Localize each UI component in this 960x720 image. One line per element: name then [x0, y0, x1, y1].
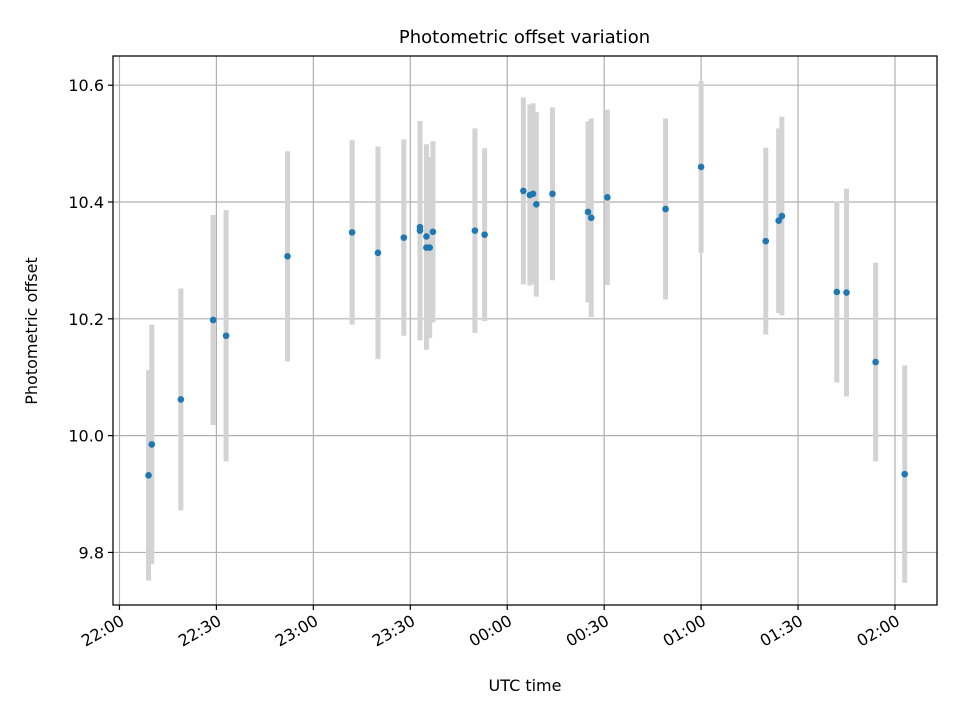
data-point	[843, 289, 850, 296]
chart-title: Photometric offset variation	[399, 27, 650, 48]
data-point	[833, 288, 841, 296]
x-axis-label: UTC time	[489, 676, 562, 695]
data-point	[775, 217, 782, 224]
data-point	[209, 316, 217, 324]
data-point	[697, 163, 705, 171]
y-axis: 9.8 10.0 10.2 10.4 10.6	[68, 76, 113, 562]
data-point	[426, 244, 433, 251]
y-tick-label: 10.6	[68, 76, 104, 95]
y-tick-label: 10.4	[68, 193, 104, 212]
data-points	[145, 163, 908, 479]
data-point	[549, 190, 556, 198]
data-point	[222, 332, 230, 340]
data-point	[662, 205, 669, 213]
data-point	[584, 208, 592, 216]
data-point	[429, 228, 437, 236]
data-point	[400, 234, 408, 241]
data-point	[416, 227, 424, 234]
data-point	[778, 212, 786, 220]
data-point	[587, 214, 595, 222]
data-point	[177, 396, 185, 403]
data-point	[148, 441, 156, 448]
y-tick-label: 10.0	[68, 427, 104, 446]
data-point	[533, 201, 540, 208]
grid-lines	[113, 56, 937, 605]
data-point	[520, 187, 527, 195]
data-point	[901, 470, 908, 478]
y-axis-label: Photometric offset	[22, 257, 41, 405]
data-point	[872, 358, 879, 366]
data-point	[604, 194, 611, 201]
data-point	[762, 237, 770, 245]
data-point	[423, 233, 430, 240]
data-point	[374, 249, 382, 257]
data-point	[284, 253, 291, 260]
data-point	[529, 190, 537, 198]
plot-frame	[112, 55, 938, 606]
data-point	[481, 231, 488, 239]
data-point	[471, 227, 479, 234]
data-point	[145, 472, 152, 479]
data-point	[348, 229, 356, 236]
y-tick-label: 10.2	[68, 310, 104, 329]
y-tick-label: 9.8	[79, 543, 104, 562]
